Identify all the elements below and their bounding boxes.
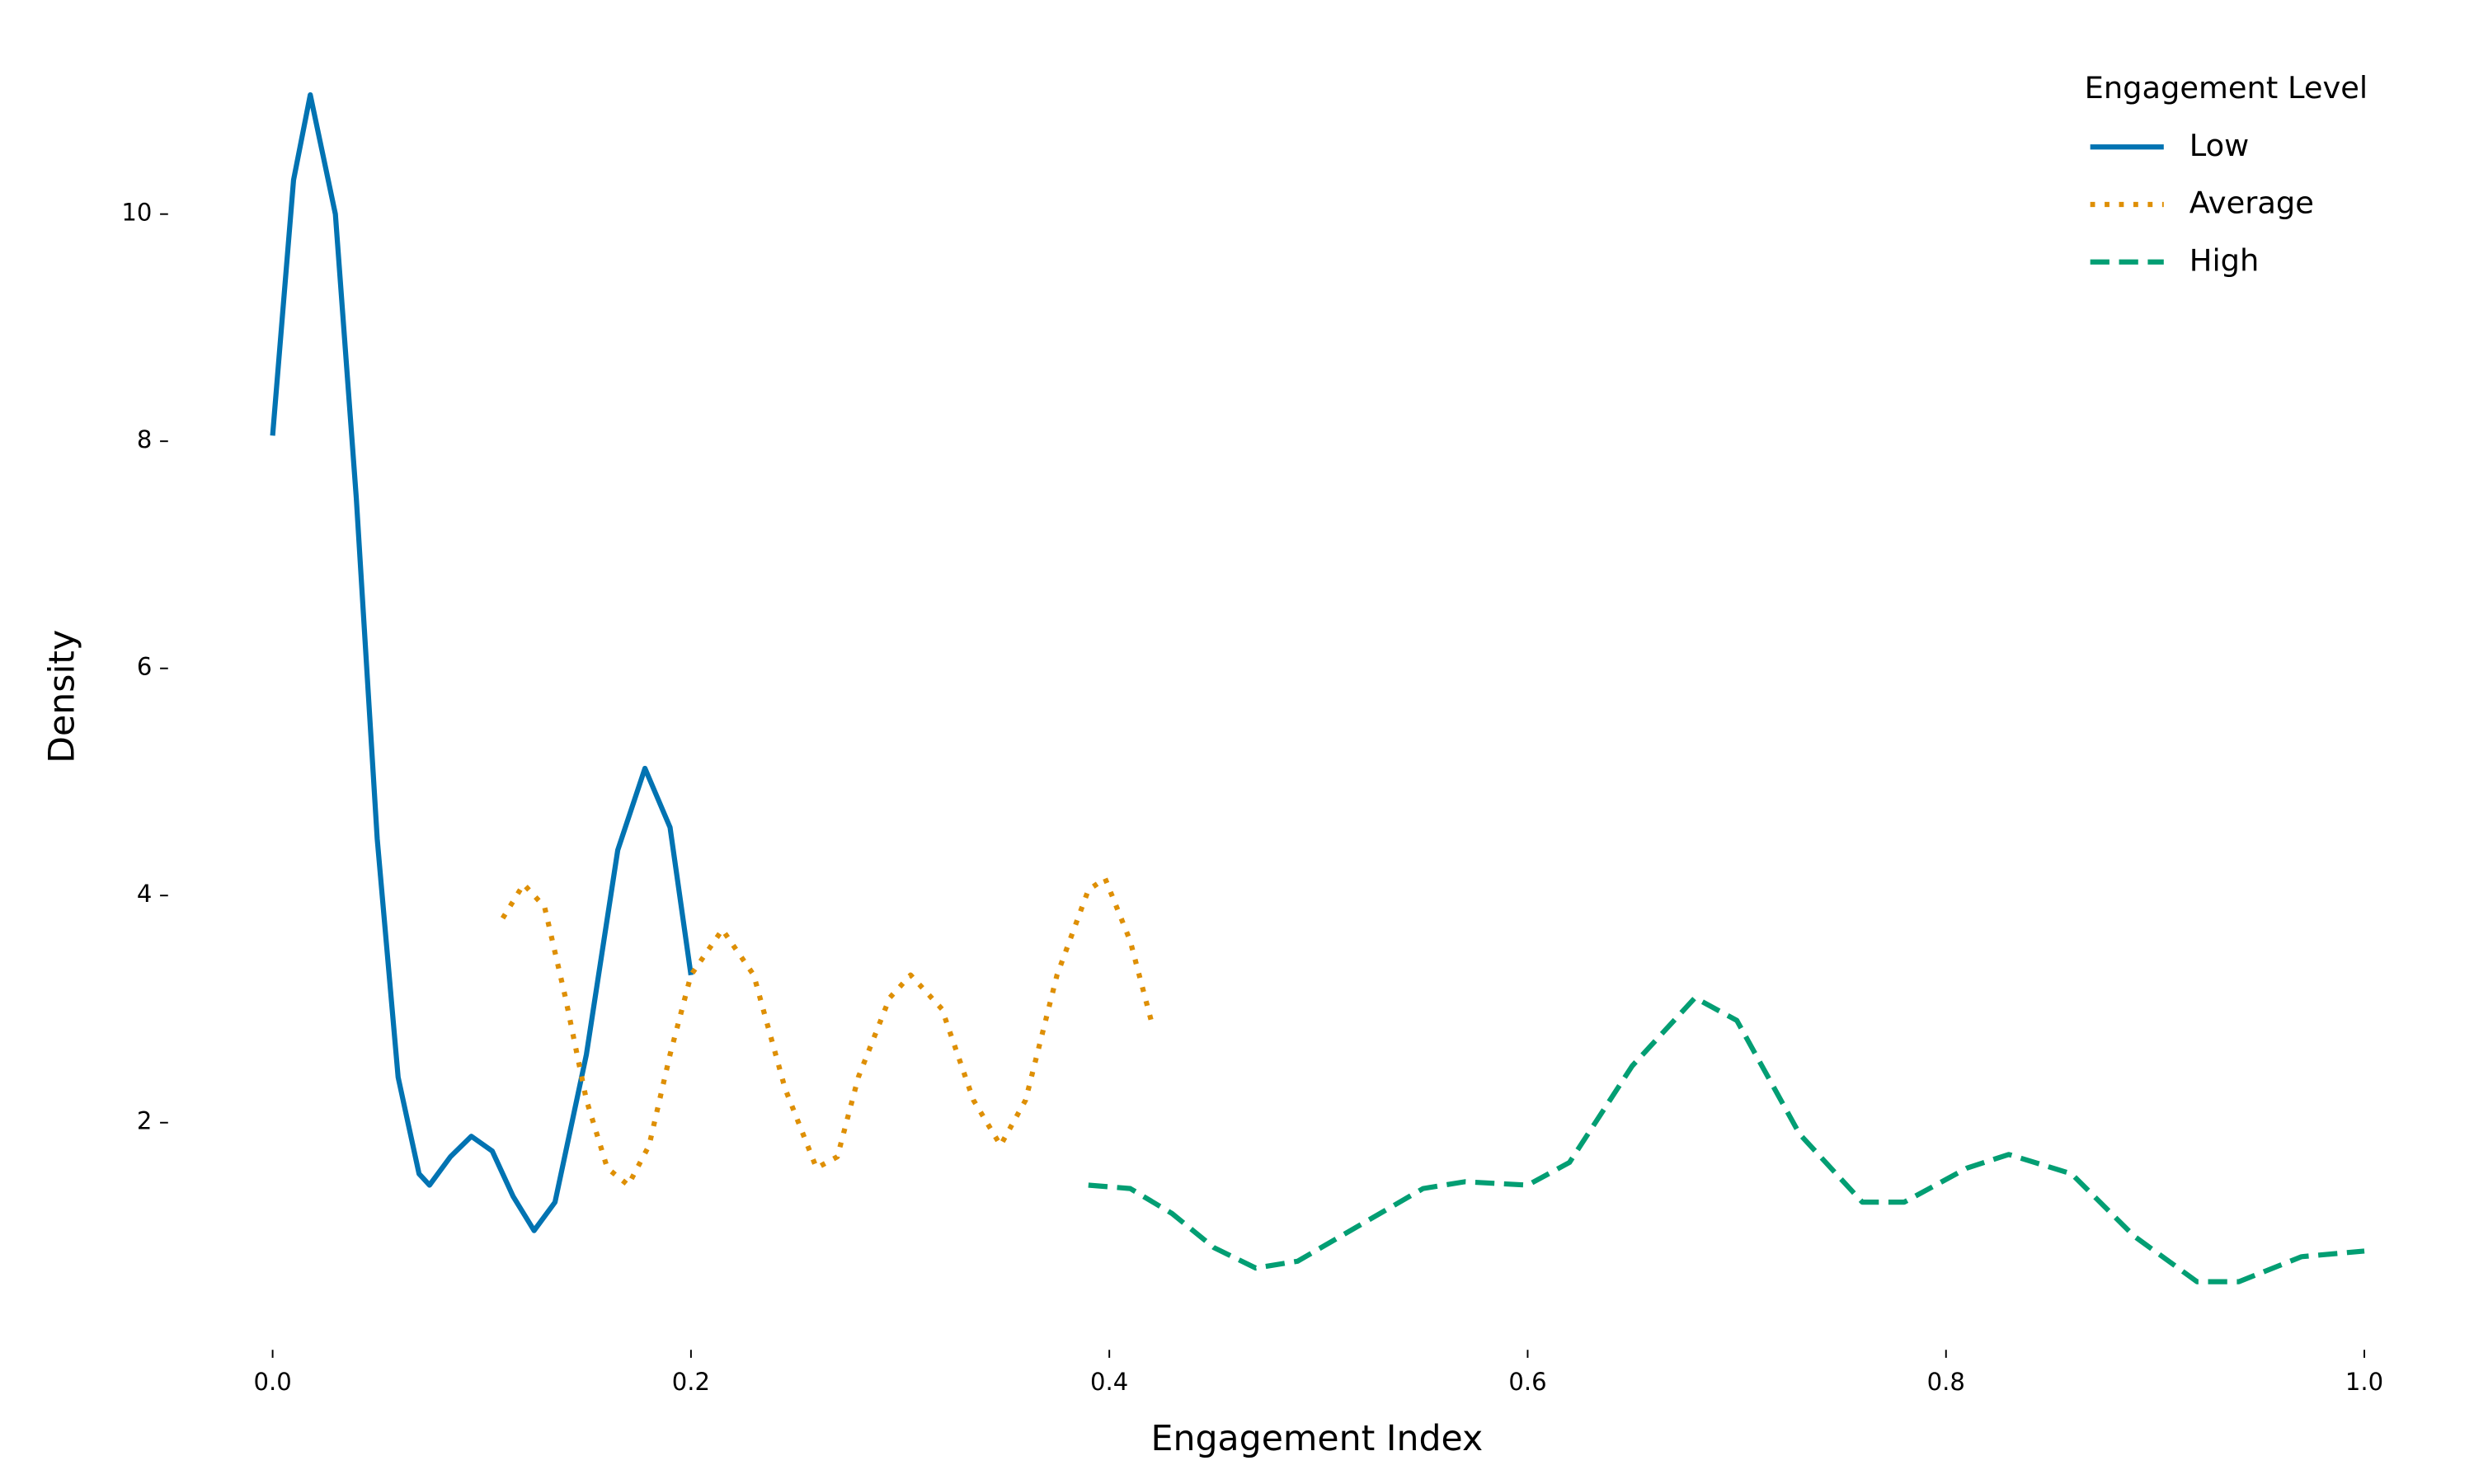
x-tick-label: 1.0: [2345, 1368, 2383, 1396]
y-axis-label: Density: [41, 630, 82, 763]
x-tick-label: 0.4: [1090, 1368, 1128, 1396]
x-tick-label: 0.6: [1508, 1368, 1546, 1396]
y-tick-label: 2: [137, 1107, 152, 1135]
x-axis-label: Engagement Index: [1151, 1418, 1484, 1459]
legend-label: High: [2189, 242, 2260, 278]
x-tick-label: 0.8: [1927, 1368, 1965, 1396]
line-series: [270, 92, 694, 1233]
line-series: [1088, 995, 2365, 1284]
y-tick-label: 4: [137, 880, 152, 908]
x-tick-label: 0.0: [253, 1368, 291, 1396]
x-tick-label: 0.2: [672, 1368, 710, 1396]
y-tick-label: 6: [137, 653, 152, 681]
line-series: [500, 876, 1154, 1188]
y-tick-label: 8: [137, 425, 152, 453]
legend-title: Engagement Level: [2085, 70, 2368, 106]
legend-label: Average: [2189, 186, 2314, 221]
y-tick-label: 10: [121, 199, 152, 227]
legend-label: Low: [2189, 128, 2249, 163]
